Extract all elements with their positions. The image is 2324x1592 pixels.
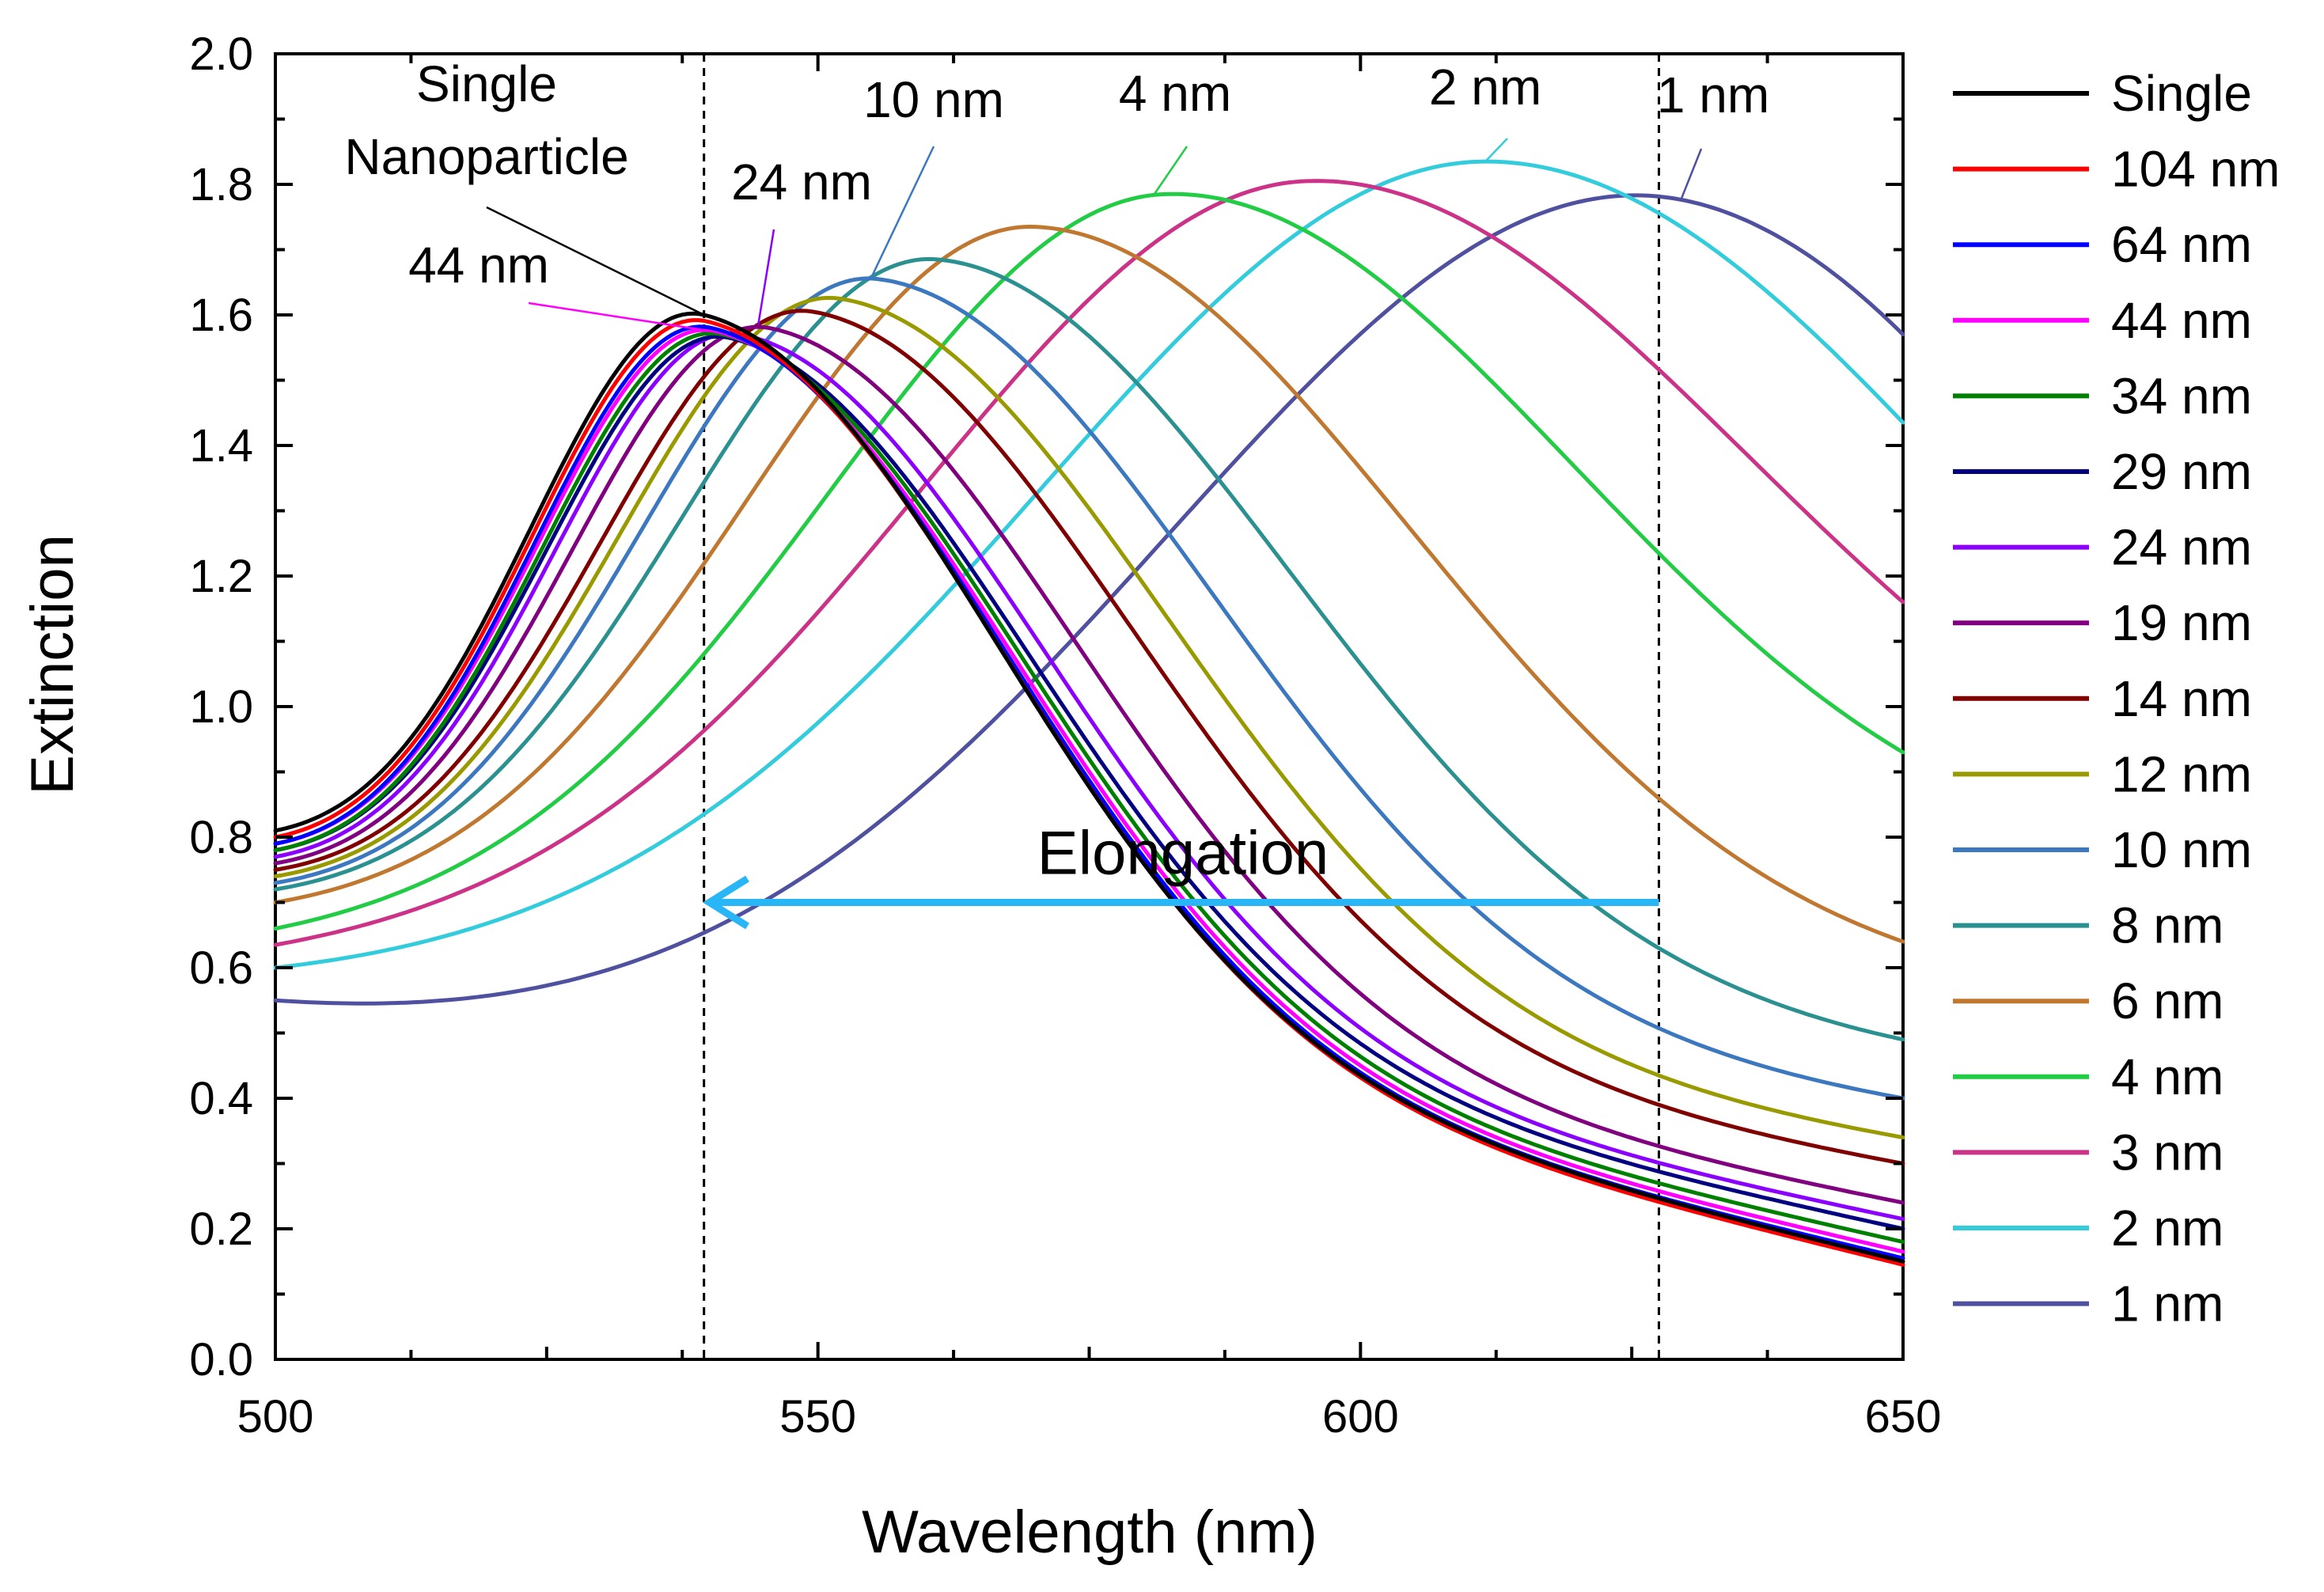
reference-lines xyxy=(703,54,1660,1359)
curve-1-nm xyxy=(273,193,1905,1006)
legend-label-29-nm: 29 nm xyxy=(2111,443,2252,500)
legend: Single 104 nm 64 nm 44 nm 34 nm 29 nm 24 nm 19 … xyxy=(1953,65,2280,1332)
y-tick-label: 1.0 xyxy=(189,681,253,733)
x-tick-label: 500 xyxy=(237,1391,314,1442)
y-tick-label: 1.2 xyxy=(189,551,253,602)
annotation-4-nm: 4 nm xyxy=(1119,65,1231,122)
annotation-pointer xyxy=(1484,138,1508,162)
annotation-pointer xyxy=(1679,148,1703,202)
curve-4-nm xyxy=(273,191,1905,931)
curve-3-nm xyxy=(273,179,1905,947)
legend-label-single: Single xyxy=(2111,65,2252,122)
annotation-pointer xyxy=(486,206,705,317)
y-tick-label: 0.4 xyxy=(189,1073,253,1124)
curve-19-nm xyxy=(273,324,1905,1205)
annotation-pointer xyxy=(871,146,935,277)
legend-label-2-nm: 2 nm xyxy=(2111,1200,2224,1257)
legend-label-19-nm: 19 nm xyxy=(2111,594,2252,651)
curve-24-nm xyxy=(273,331,1905,1222)
elongation-label: Elongation xyxy=(1037,818,1329,888)
x-tick-label: 650 xyxy=(1865,1391,1942,1442)
y-tick-label: 0.6 xyxy=(189,942,253,994)
peak-annotations: Single Nanoparticle 44 nm 24 nm 10 nm 4 nm 2 n… xyxy=(344,55,1769,332)
annotation-line: 44 nm xyxy=(408,237,549,294)
legend-label-1-nm: 1 nm xyxy=(2111,1275,2224,1332)
annotation-10-nm: 10 nm xyxy=(863,71,1004,128)
annotation-line: 4 nm xyxy=(1119,65,1231,122)
y-tick-label: 2.0 xyxy=(189,28,253,80)
annotation-1-nm: 1 nm xyxy=(1657,66,1769,123)
legend-label-24-nm: 24 nm xyxy=(2111,519,2252,576)
legend-label-4-nm: 4 nm xyxy=(2111,1048,2224,1105)
annotation-line: 2 nm xyxy=(1429,59,1541,116)
annotation-line: Nanoparticle xyxy=(344,128,628,185)
annotation-pointer xyxy=(1153,146,1189,195)
elongation-arrow-head xyxy=(703,875,749,930)
curve-2-nm xyxy=(273,159,1905,970)
x-tick-label: 550 xyxy=(779,1391,856,1442)
y-tick-label: 0.2 xyxy=(189,1203,253,1255)
curve-single xyxy=(273,311,1905,1264)
annotation-44-nm: 44 nm xyxy=(408,237,549,294)
annotation-pointer xyxy=(757,229,775,325)
curve-29-nm xyxy=(273,334,1905,1231)
curve-12-nm xyxy=(273,295,1905,1139)
annotation-line: 10 nm xyxy=(863,71,1004,128)
legend-label-6-nm: 6 nm xyxy=(2111,972,2224,1029)
legend-label-104-nm: 104 nm xyxy=(2111,141,2280,198)
curve-14-nm xyxy=(273,309,1905,1166)
curve-6-nm xyxy=(273,225,1905,944)
legend-label-14-nm: 14 nm xyxy=(2111,670,2252,727)
annotation-2-nm: 2 nm xyxy=(1429,59,1541,116)
curve-10-nm xyxy=(273,276,1905,1101)
x-tick-label: 600 xyxy=(1322,1391,1399,1442)
axis-ticks: 500 550 600 650 0.0 0.2 0.4 0.6 0.8 1.0 1.2 1.4 1.6 1… xyxy=(189,28,1941,1442)
y-tick-label: 1.8 xyxy=(189,159,253,210)
legend-label-34-nm: 34 nm xyxy=(2111,367,2252,424)
legend-label-3-nm: 3 nm xyxy=(2111,1124,2224,1181)
annotation-pointer xyxy=(528,301,712,332)
legend-label-64-nm: 64 nm xyxy=(2111,216,2252,273)
curve-44-nm xyxy=(273,328,1905,1254)
curve-8-nm xyxy=(273,257,1905,1042)
x-axis-title: Wavelength (nm) xyxy=(862,1499,1317,1566)
y-tick-label: 0.8 xyxy=(189,812,253,863)
y-tick-label: 0.0 xyxy=(189,1334,253,1385)
elongation-arrow-group: Elongation xyxy=(703,818,1659,930)
annotation-single-nanoparticle: Single Nanoparticle xyxy=(344,55,628,185)
annotation-line: 24 nm xyxy=(731,154,872,210)
annotation-line: Single xyxy=(416,55,557,112)
y-axis-title: Extinction xyxy=(19,534,86,795)
y-tick-label: 1.6 xyxy=(189,290,253,341)
legend-label-12-nm: 12 nm xyxy=(2111,745,2252,802)
curve-64-nm xyxy=(273,324,1905,1260)
annotation-line: 1 nm xyxy=(1657,66,1769,123)
annotation-24-nm: 24 nm xyxy=(731,154,872,210)
spectra-curves xyxy=(273,159,1905,1267)
legend-label-44-nm: 44 nm xyxy=(2111,292,2252,349)
curve-34-nm xyxy=(273,331,1905,1244)
legend-label-8-nm: 8 nm xyxy=(2111,897,2224,954)
y-tick-label: 1.4 xyxy=(189,420,253,472)
legend-label-10-nm: 10 nm xyxy=(2111,821,2252,878)
